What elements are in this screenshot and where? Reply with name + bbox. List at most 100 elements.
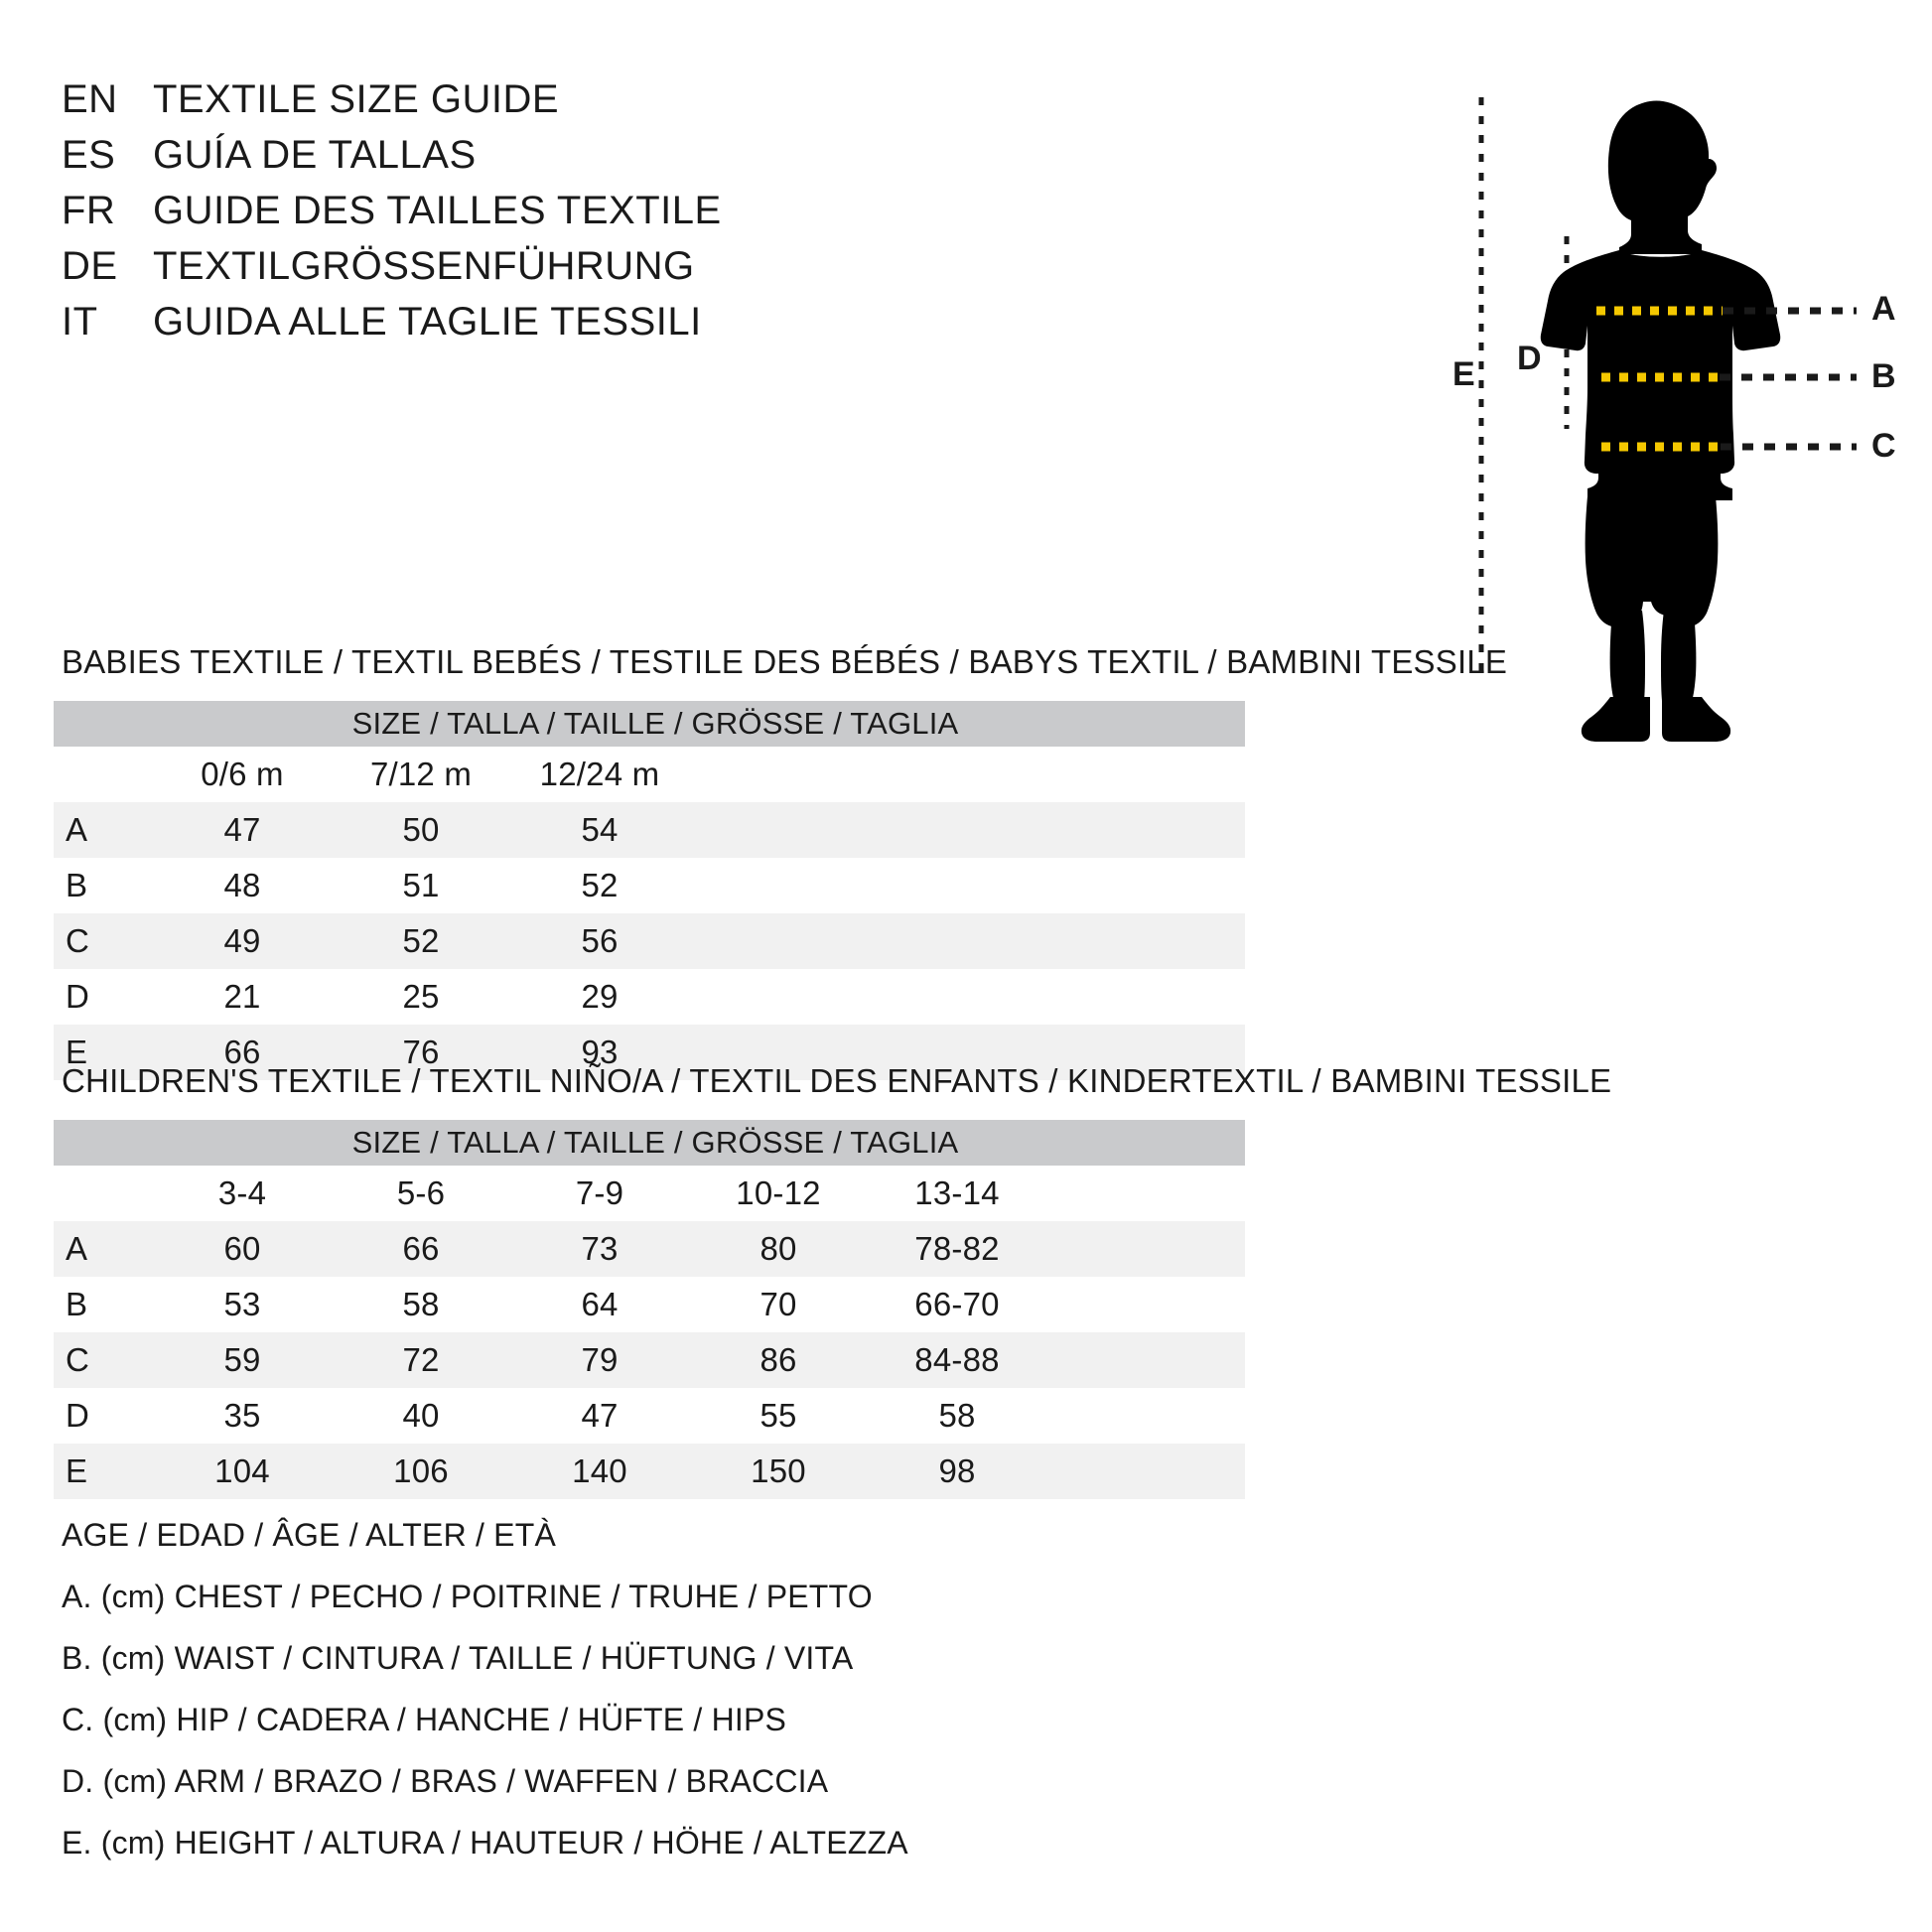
title-row-es: ES GUÍA DE TALLAS — [62, 133, 1233, 189]
legend-line-e-height: E. (cm) HEIGHT / ALTURA / HAUTEUR / HÖHE… — [62, 1825, 908, 1861]
children-cell-e-1: 106 — [332, 1444, 510, 1499]
babies-cell-b-pad — [689, 858, 1246, 913]
title-text-en: TEXTILE SIZE GUIDE — [153, 77, 560, 121]
babies-cell-e-1: 76 — [332, 1025, 510, 1080]
children-cell-a-pad — [1046, 1221, 1246, 1277]
children-cell-b-4: 66-70 — [868, 1277, 1046, 1332]
children-corner-cell — [54, 1166, 153, 1221]
children-cell-a-1: 66 — [332, 1221, 510, 1277]
children-cell-d-4: 58 — [868, 1388, 1046, 1444]
children-size-bar-label: SIZE / TALLA / TAILLE / GRÖSSE / TAGLIA — [54, 1120, 1246, 1166]
children-cell-e-0: 104 — [153, 1444, 332, 1499]
babies-cell-a-1: 50 — [332, 802, 510, 858]
children-cell-c-4: 84-88 — [868, 1332, 1046, 1388]
children-cell-a-0: 60 — [153, 1221, 332, 1277]
babies-row-label-d: D — [54, 969, 153, 1025]
table-row: B 53 58 64 70 66-70 — [54, 1277, 1246, 1332]
babies-size-bar: SIZE / TALLA / TAILLE / GRÖSSE / TAGLIA — [54, 701, 1246, 747]
babies-cell-e-0: 66 — [153, 1025, 332, 1080]
children-row-label-e: E — [54, 1444, 153, 1499]
child-silhouette — [1540, 100, 1781, 742]
babies-cell-d-1: 25 — [332, 969, 510, 1025]
children-col-header-3: 10-12 — [689, 1166, 868, 1221]
children-row-label-d: D — [54, 1388, 153, 1444]
children-column-header-row: 3-4 5-6 7-9 10-12 13-14 — [54, 1166, 1246, 1221]
babies-row-label-b: B — [54, 858, 153, 913]
children-section-heading: CHILDREN'S TEXTILE / TEXTIL NIÑO/A / TEX… — [62, 1062, 1612, 1099]
babies-cell-b-0: 48 — [153, 858, 332, 913]
children-cell-c-2: 79 — [510, 1332, 689, 1388]
children-row-label-c: C — [54, 1332, 153, 1388]
children-col-header-0: 3-4 — [153, 1166, 332, 1221]
babies-cell-a-2: 54 — [510, 802, 689, 858]
children-cell-b-pad — [1046, 1277, 1246, 1332]
title-lang-it: IT — [62, 300, 98, 344]
diagram-label-c: C — [1871, 427, 1896, 465]
babies-cell-e-pad — [689, 1025, 1246, 1080]
legend-line-b-waist: B. (cm) WAIST / CINTURA / TAILLE / HÜFTU… — [62, 1640, 854, 1676]
babies-row-label-e: E — [54, 1025, 153, 1080]
table-row: B 48 51 52 — [54, 858, 1246, 913]
table-row: D 21 25 29 — [54, 969, 1246, 1025]
babies-cell-b-1: 51 — [332, 858, 510, 913]
babies-section-heading: BABIES TEXTILE / TEXTIL BEBÉS / TESTILE … — [62, 643, 1508, 680]
diagram-label-b: B — [1871, 357, 1896, 395]
legend-line-d-arm: D. (cm) ARM / BRAZO / BRAS / WAFFEN / BR… — [62, 1763, 829, 1799]
children-size-table: SIZE / TALLA / TAILLE / GRÖSSE / TAGLIA … — [54, 1120, 1246, 1499]
measurement-diagram: E D A B C — [1390, 60, 1932, 755]
children-cell-e-pad — [1046, 1444, 1246, 1499]
children-cell-a-3: 80 — [689, 1221, 868, 1277]
title-lang-de: DE — [62, 244, 118, 288]
title-row-fr: FR GUIDE DES TAILLES TEXTILE — [62, 189, 1233, 244]
children-cell-c-3: 86 — [689, 1332, 868, 1388]
babies-col-header-0: 0/6 m — [153, 747, 332, 802]
children-cell-c-1: 72 — [332, 1332, 510, 1388]
title-row-en: EN TEXTILE SIZE GUIDE — [62, 77, 1233, 133]
children-cell-a-4: 78-82 — [868, 1221, 1046, 1277]
babies-size-table: SIZE / TALLA / TAILLE / GRÖSSE / TAGLIA … — [54, 701, 1246, 1080]
title-lang-en: EN — [62, 77, 118, 121]
children-row-label-a: A — [54, 1221, 153, 1277]
children-cell-d-1: 40 — [332, 1388, 510, 1444]
babies-column-header-row: 0/6 m 7/12 m 12/24 m — [54, 747, 1246, 802]
children-cell-b-2: 64 — [510, 1277, 689, 1332]
children-cell-e-2: 140 — [510, 1444, 689, 1499]
measurement-legend: AGE / EDAD / ÂGE / ALTER / ETÀ A. (cm) C… — [62, 1519, 1253, 1888]
children-cell-c-0: 59 — [153, 1332, 332, 1388]
diagram-label-e: E — [1452, 355, 1475, 393]
children-row-label-b: B — [54, 1277, 153, 1332]
babies-col-header-pad — [689, 747, 1246, 802]
babies-cell-a-0: 47 — [153, 802, 332, 858]
children-cell-d-pad — [1046, 1388, 1246, 1444]
title-row-de: DE TEXTILGRÖSSENFÜHRUNG — [62, 244, 1233, 300]
table-row: E 104 106 140 150 98 — [54, 1444, 1246, 1499]
babies-cell-a-pad — [689, 802, 1246, 858]
children-cell-e-4: 98 — [868, 1444, 1046, 1499]
table-row: C 59 72 79 86 84-88 — [54, 1332, 1246, 1388]
table-row: C 49 52 56 — [54, 913, 1246, 969]
children-cell-e-3: 150 — [689, 1444, 868, 1499]
babies-cell-c-pad — [689, 913, 1246, 969]
children-cell-c-pad — [1046, 1332, 1246, 1388]
babies-cell-d-2: 29 — [510, 969, 689, 1025]
babies-cell-d-0: 21 — [153, 969, 332, 1025]
title-row-it: IT GUIDA ALLE TAGLIE TESSILI — [62, 300, 1233, 355]
legend-line-a-chest: A. (cm) CHEST / PECHO / POITRINE / TRUHE… — [62, 1579, 873, 1614]
children-col-header-4: 13-14 — [868, 1166, 1046, 1221]
children-cell-d-2: 47 — [510, 1388, 689, 1444]
children-col-header-1: 5-6 — [332, 1166, 510, 1221]
children-size-bar: SIZE / TALLA / TAILLE / GRÖSSE / TAGLIA — [54, 1120, 1246, 1166]
children-cell-b-3: 70 — [689, 1277, 868, 1332]
table-row: D 35 40 47 55 58 — [54, 1388, 1246, 1444]
babies-col-header-1: 7/12 m — [332, 747, 510, 802]
legend-line-age: AGE / EDAD / ÂGE / ALTER / ETÀ — [62, 1517, 556, 1553]
children-cell-b-0: 53 — [153, 1277, 332, 1332]
title-block: EN TEXTILE SIZE GUIDE ES GUÍA DE TALLAS … — [62, 77, 1233, 355]
babies-corner-cell — [54, 747, 153, 802]
title-lang-es: ES — [62, 133, 116, 177]
title-text-it: GUIDA ALLE TAGLIE TESSILI — [153, 300, 702, 344]
babies-cell-b-2: 52 — [510, 858, 689, 913]
table-row: A 47 50 54 — [54, 802, 1246, 858]
title-text-es: GUÍA DE TALLAS — [153, 133, 477, 177]
babies-cell-c-2: 56 — [510, 913, 689, 969]
